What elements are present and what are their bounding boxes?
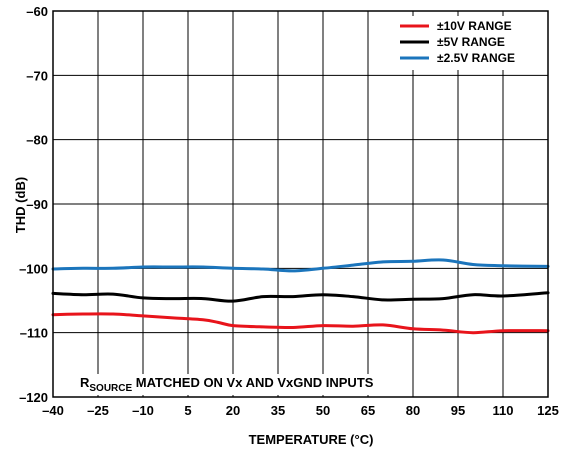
annotation-background (77, 374, 377, 395)
y-tick-label: –120 (19, 390, 48, 405)
legend-label-2: ±2.5V RANGE (437, 51, 515, 65)
annotation-text: RSOURCE MATCHED ON Vx AND VxGND INPUTS (80, 375, 374, 394)
x-tick-label: 35 (271, 403, 285, 418)
y-tick-label: –110 (20, 326, 48, 341)
series-lines (51, 258, 550, 335)
x-tick-label: 5 (184, 403, 191, 418)
x-axis-title: TEMPERATURE (°C) (249, 432, 374, 447)
legend: ±10V RANGE ±5V RANGE ±2.5V RANGE (392, 16, 545, 70)
y-tick-label: –100 (19, 261, 48, 276)
legend-label-0: ±10V RANGE (437, 19, 512, 33)
y-tick-label: –70 (26, 68, 48, 83)
series-line-1 (51, 291, 550, 303)
legend-label-1: ±5V RANGE (437, 35, 505, 49)
x-tick-label: –40 (42, 403, 64, 418)
plot-frame (52, 10, 549, 398)
series-line-0 (51, 312, 550, 335)
x-tick-label: 95 (451, 403, 465, 418)
tick-labels: –40 –25 –10 5 20 35 50 65 80 95 110 125 –60 –70 –80 –90… (19, 4, 559, 418)
x-tick-label: –25 (87, 403, 109, 418)
x-tick-label: 110 (493, 403, 514, 418)
annotation-rest: MATCHED ON Vx AND VxGND INPUTS (132, 375, 374, 390)
y-axis-title: THD (dB) (13, 177, 28, 233)
annotation-main: R (80, 375, 90, 390)
y-tick-label: –90 (26, 197, 48, 212)
x-tick-label: 20 (226, 403, 240, 418)
grid (53, 11, 548, 397)
y-tick-label: –60 (26, 4, 48, 19)
x-tick-label: 50 (316, 403, 330, 418)
x-tick-label: –10 (132, 403, 154, 418)
series-line-2 (51, 258, 550, 273)
annotation-subscript: SOURCE (89, 383, 132, 394)
x-tick-label: 125 (537, 403, 559, 418)
y-tick-label: –80 (26, 133, 48, 148)
x-tick-label: 80 (406, 403, 420, 418)
x-tick-label: 65 (361, 403, 375, 418)
